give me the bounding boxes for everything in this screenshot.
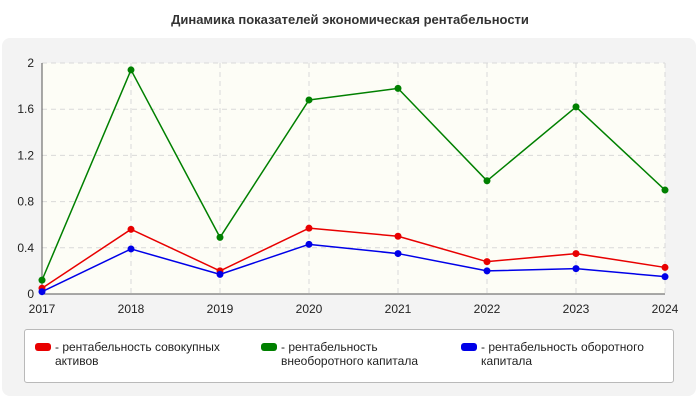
data-point-series-2 [216,270,224,278]
y-tick-label: 0 [27,287,34,301]
series-line-2 [41,243,666,293]
data-point-series-0 [127,225,135,233]
legend-label-fixed-capital: - рентабельность внеоборотного капитала [281,340,418,368]
data-point-series-2 [305,240,313,248]
chart-legend: - рентабельность совокупных активов - ре… [24,329,674,383]
legend-item-total-assets[interactable]: - рентабельность совокупных активов [35,340,245,368]
legend-label-working-capital: - рентабельность оборотного капитала [481,340,644,368]
plot-area [42,63,665,294]
data-point-series-2 [572,265,580,273]
x-tick-label: 2024 [652,302,679,316]
legend-item-working-capital[interactable]: - рентабельность оборотного капитала [461,340,661,368]
data-point-series-1 [572,103,580,111]
x-tick-label: 2022 [474,302,501,316]
x-tick-label: 2021 [385,302,412,316]
data-point-series-1 [305,96,313,104]
legend-swatch-blue [461,343,477,351]
data-point-series-2 [38,288,46,296]
data-point-series-2 [661,273,669,281]
data-point-series-2 [127,245,135,253]
data-point-series-1 [127,66,135,74]
legend-label-total-assets: - рентабельность совокупных активов [55,340,220,368]
data-point-series-1 [483,177,491,185]
chart-title: Динамика показателей экономическая рента… [171,12,529,27]
legend-item-fixed-capital[interactable]: - рентабельность внеоборотного капитала [261,340,451,368]
data-point-series-2 [394,250,402,258]
y-tick-label: 2 [27,56,34,70]
data-point-series-1 [38,276,46,284]
y-tick-label: 0.8 [17,195,34,209]
data-point-series-1 [216,233,224,241]
x-tick-label: 2019 [207,302,234,316]
data-point-series-0 [572,250,580,258]
y-tick-label: 1.6 [17,102,34,116]
y-tick-label: 1.2 [17,148,34,162]
x-tick-label: 2023 [563,302,590,316]
data-point-series-1 [661,186,669,194]
data-point-series-1 [394,84,402,92]
x-tick-label: 2020 [296,302,323,316]
data-point-series-2 [483,267,491,275]
series-line-0 [41,227,666,289]
x-tick-label: 2017 [29,302,56,316]
series-line-1 [41,69,666,281]
data-point-series-0 [483,258,491,266]
y-tick-label: 0.4 [17,241,34,255]
legend-swatch-green [261,343,277,351]
data-point-series-0 [305,224,313,232]
data-point-series-0 [394,232,402,240]
legend-swatch-red [35,343,51,351]
x-tick-label: 2018 [118,302,145,316]
data-point-series-0 [661,263,669,271]
